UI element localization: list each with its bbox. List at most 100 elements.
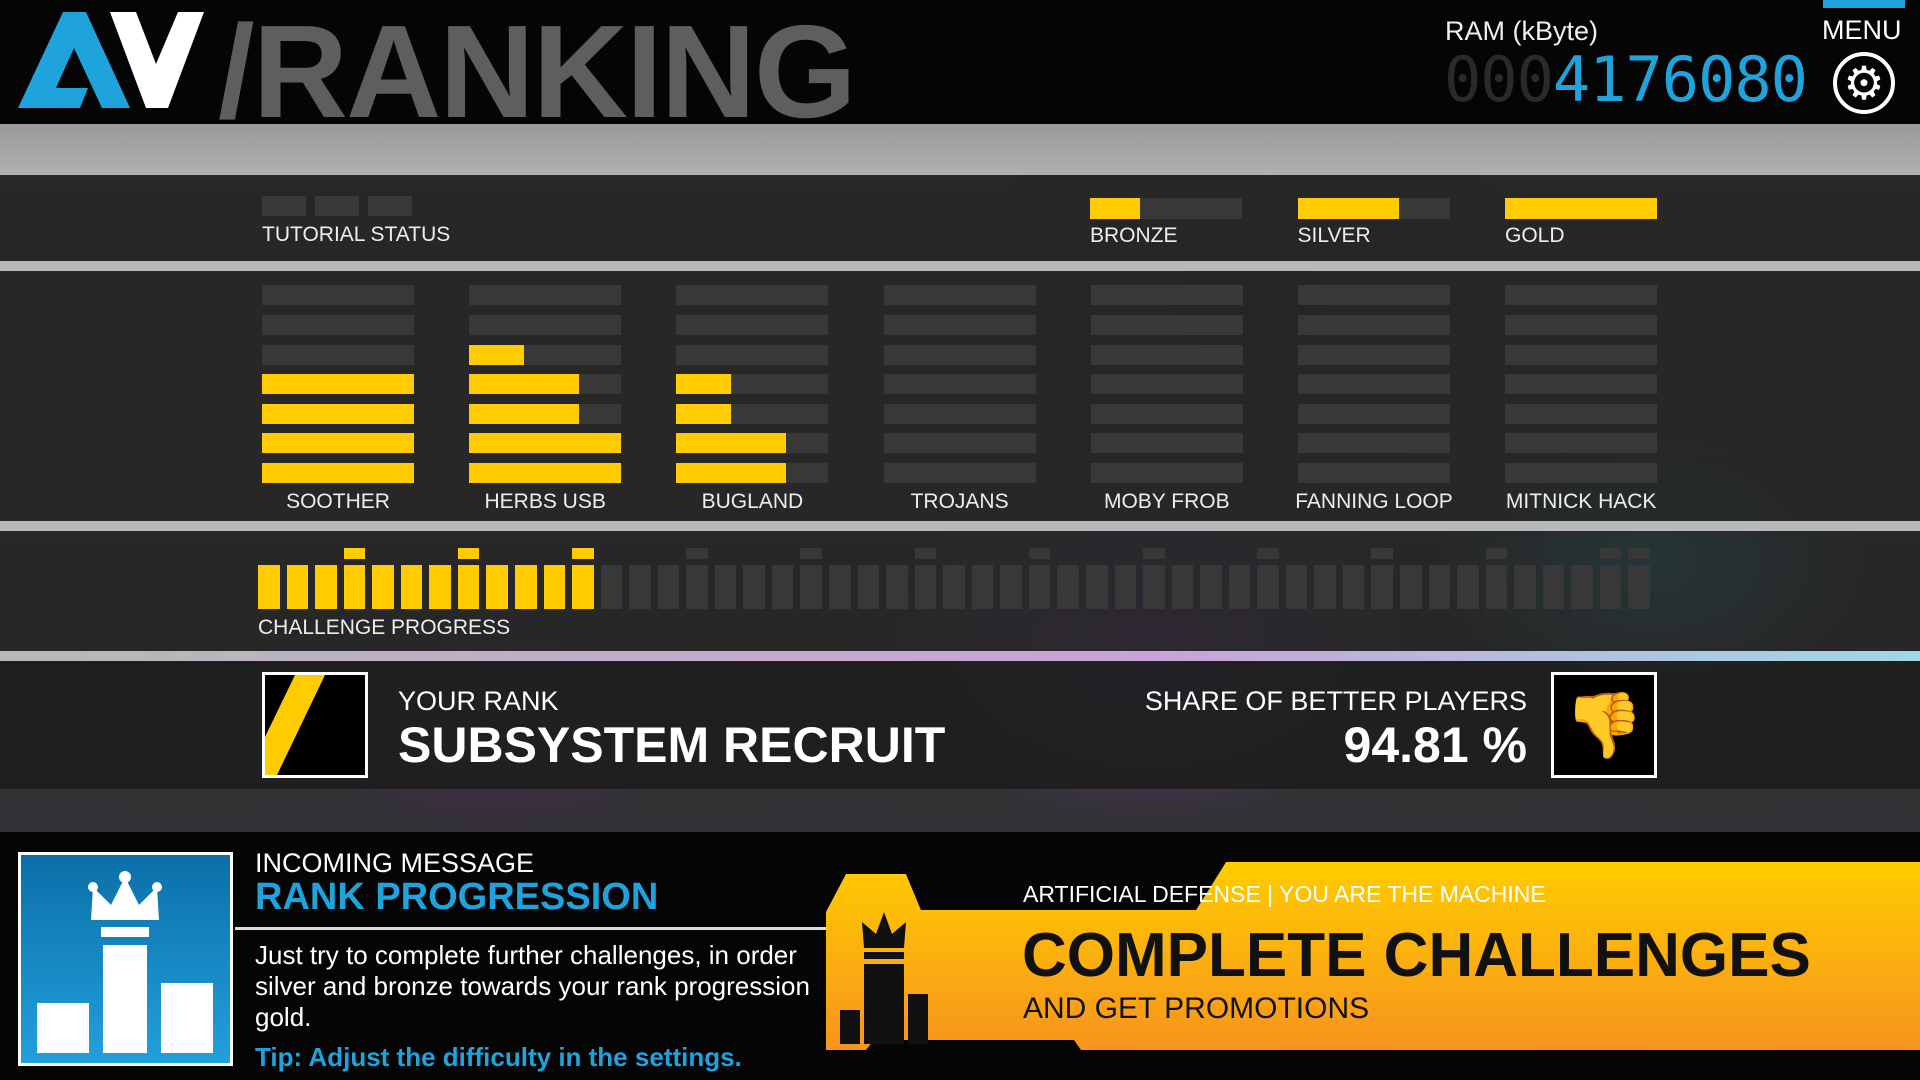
separator [0,261,1920,271]
challenge-level-bar [1505,344,1658,365]
ram-digit: 0 [1444,43,1482,116]
message-kicker: INCOMING MESSAGE [255,848,535,878]
progress-segment [286,565,309,609]
challenge-level-bar [469,374,622,395]
medal-bar-bronze [1090,198,1242,219]
banner-tagline: ARTIFICIAL DEFENSE | YOU ARE THE MACHINE [1023,881,1546,907]
medal-bar-fill [1297,198,1400,219]
challenge-level-fill [469,344,524,365]
page-title: /RANKING [218,0,857,145]
ram-digit: 7 [1625,43,1663,116]
challenge-level-bar [1505,374,1658,395]
progress-segment [1285,565,1308,609]
challenge-level-bar [1090,344,1243,365]
challenge-level-fill [676,433,786,454]
progress-segment [486,565,508,609]
rank-value: SUBSYSTEM RECRUIT [398,717,946,773]
progress-segment [1485,565,1508,609]
challenge-level-fill [469,433,622,454]
challenge-level-bar [1298,374,1450,395]
progress-milestone-marker [1028,548,1051,559]
message-line: gold. [255,1002,312,1032]
challenge-level-bar [883,285,1036,306]
challenge-level-bar [1298,463,1450,483]
challenge-level-fill [676,463,786,483]
challenge-level-bar [1298,315,1450,335]
progress-milestone-marker [457,548,480,559]
thumbs-down-icon: 👎 [1551,672,1657,778]
medal-bar-fill [1090,198,1141,219]
progress-segment [1057,565,1079,609]
ram-digit: 8 [1734,43,1772,116]
progress-milestone-marker [1371,548,1394,559]
ram-digit: 6 [1661,43,1700,116]
banner-headline: COMPLETE CHALLENGES [1022,921,1811,990]
rank-badge-icon [262,672,368,778]
share-label: SHARE OF BETTER PLAYERS [1144,686,1527,716]
challenge-level-bar [676,374,829,395]
separator [0,521,1920,531]
progress-segment [857,565,880,609]
medal-bar-fill [1505,198,1657,219]
progress-segment [600,565,623,609]
challenge-level-bar [1505,315,1658,335]
challenge-level-bar [469,285,622,306]
challenge-level-bar [469,344,622,365]
progress-segment [657,565,680,609]
menu-label[interactable]: MENU [1822,15,1902,45]
challenge-level-fill [262,403,414,424]
progress-segment [829,565,851,609]
challenge-level-bar [1090,315,1243,335]
challenge-level-bar [1090,463,1243,483]
medal-label: BRONZE [1090,224,1178,247]
progress-segment [258,565,280,609]
challenge-level-bar [883,433,1036,454]
challenge-level-bar [676,315,829,335]
challenge-level-bar [883,403,1036,424]
progress-segment [1400,565,1422,609]
progress-milestone-marker [1628,548,1650,559]
progress-segment [1628,565,1650,609]
challenge-level-fill [676,374,732,395]
challenge-level-fill [262,463,414,483]
progress-segment [886,565,908,609]
banner-sub: AND GET PROMOTIONS [1023,992,1370,1025]
medal-label: GOLD [1505,224,1565,247]
progress-segment [800,565,823,609]
gear-icon[interactable]: ⚙ [1833,52,1895,114]
challenge-level-bar [883,374,1036,395]
challenge-level-fill [676,403,732,424]
progress-segment [914,565,937,609]
challenge-level-fill [262,433,414,454]
progress-segment [400,565,423,609]
challenge-level-bar [1090,374,1243,395]
message-divider [235,927,835,930]
challenge-level-bar [883,344,1036,365]
progress-segment [1599,565,1622,609]
challenge-level-bar [1505,285,1658,306]
challenge-level-bar [1090,403,1243,424]
progress-segment [1342,565,1365,609]
separator [0,651,1920,661]
challenge-level-bar [262,285,414,306]
progress-segment [629,565,651,609]
medal-bar-gold [1505,198,1657,219]
challenge-level-bar [1298,285,1450,306]
share-value: 94.81 % [1343,717,1527,773]
tutorial-box [368,196,412,216]
progress-segment [429,565,451,609]
progress-segment [514,565,537,609]
progress-milestone-marker [1599,548,1622,559]
tutorial-box [262,196,306,216]
progress-segment [1257,565,1279,609]
progress-segment [1114,565,1137,609]
message-title: RANK PROGRESSION [255,876,659,918]
progress-segment [315,565,337,609]
progress-segment [1085,565,1108,609]
ram-digit: 0 [1480,43,1518,116]
challenge-level-bar [676,403,829,424]
challenge-level-bar [262,374,414,395]
progress-milestone-marker [800,548,823,559]
ram-digit: 0 [1770,43,1808,116]
challenge-level-bar [883,463,1036,483]
